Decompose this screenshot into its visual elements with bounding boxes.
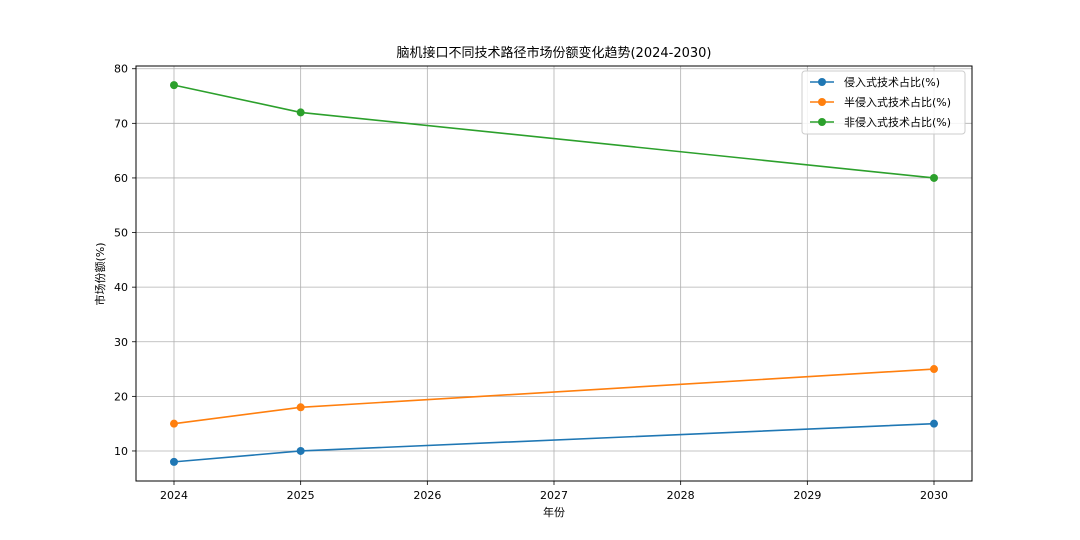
x-tick-label: 2025 [287,489,315,502]
series-2 [170,365,938,428]
data-point [930,173,938,182]
data-point [296,446,305,455]
y-tick-label: 40 [114,281,128,294]
y-tick-label: 60 [114,172,128,185]
legend-label: 侵入式技术占比(%) [844,75,940,89]
data-point [170,81,178,90]
legend-box [801,70,966,135]
x-tick-label: 2026 [413,489,441,502]
legend-marker [818,98,826,106]
grid-lines [136,66,972,481]
legend-label: 非侵入式技术占比(%) [844,115,951,129]
legend-item: 侵入式技术占比(%) [810,75,940,89]
y-tick-label: 80 [114,63,128,76]
y-tick-label: 50 [114,227,128,240]
y-axis-ticks: 10 20 30 40 50 60 70 80 [114,63,136,458]
legend-item: 非侵入式技术占比(%) [810,115,951,129]
data-point [930,365,938,374]
data-point [930,419,938,428]
legend-label: 半侵入式技术占比(%) [844,95,951,109]
y-tick-label: 10 [114,445,128,458]
y-tick-label: 30 [114,336,128,349]
x-axis-label: 年份 [543,505,565,519]
data-point [170,419,178,428]
x-axis-ticks: 2024 2025 2026 2027 2028 2029 2030 [160,481,948,502]
data-point [296,403,305,412]
y-tick-label: 70 [114,117,128,130]
x-tick-label: 2024 [160,489,188,502]
y-axis-label: 市场份额(%) [93,242,107,305]
legend: 侵入式技术占比(%) 半侵入式技术占比(%) 非侵入式技术占比(%) [801,70,966,135]
data-point [296,108,305,117]
x-tick-label: 2027 [540,489,568,502]
series-3 [170,81,938,182]
x-tick-label: 2030 [920,489,948,502]
legend-marker [818,118,826,126]
data-point [170,457,178,466]
legend-marker [818,78,826,86]
series-group [170,81,938,466]
y-tick-label: 20 [114,390,128,403]
x-tick-label: 2028 [667,489,695,502]
legend-item: 半侵入式技术占比(%) [810,95,951,109]
x-tick-label: 2029 [793,489,821,502]
chart-title: 脑机接口不同技术路径市场份额变化趋势(2024-2030) [396,45,711,61]
series-1 [170,419,938,466]
